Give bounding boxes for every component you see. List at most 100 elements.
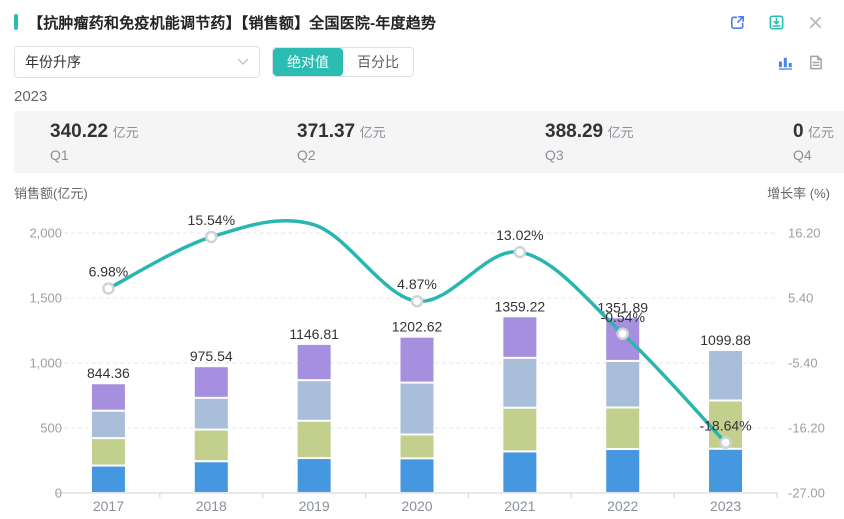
bar-segment-q4[interactable] — [297, 344, 331, 380]
bar-total-label: 844.36 — [87, 365, 130, 381]
bar-segment-q3[interactable] — [400, 383, 434, 434]
bar-chart-view-icon[interactable] — [777, 54, 794, 71]
chevron-down-icon — [237, 58, 249, 66]
growth-rate-label: -0.54% — [601, 309, 645, 325]
x-axis-label: 2017 — [93, 498, 124, 514]
chart-canvas: 0 -27.00 500 -16.20 1,000 -5.40 1,500 5.40 2,000… — [14, 186, 830, 514]
bar-segment-q2[interactable] — [194, 430, 228, 461]
growth-rate-label: -18.64% — [699, 418, 751, 434]
quarter-summary-q1: 340.22 亿元 Q1 — [50, 121, 139, 163]
sort-order-select[interactable]: 年份升序 — [14, 46, 260, 78]
bar-segment-q2[interactable] — [91, 439, 125, 465]
selected-year-label: 2023 — [14, 88, 48, 105]
left-axis-title: 销售额(亿元) — [14, 186, 88, 201]
quarter-summary-q3: 388.29 亿元 Q3 — [545, 121, 634, 163]
controls-row: 年份升序 绝对值 百分比 — [14, 46, 824, 78]
y-axis-tick-label: 2,000 — [29, 226, 62, 241]
quarter-label: Q4 — [793, 147, 812, 163]
quarter-unit: 亿元 — [112, 125, 139, 140]
y2-axis-tick-label: 5.40 — [788, 291, 813, 306]
right-axis-title: 增长率 (%) — [767, 186, 830, 201]
bar-segment-q1[interactable] — [91, 466, 125, 492]
quarter-unit: 亿元 — [607, 125, 634, 140]
quarter-value: 388.29 — [545, 121, 604, 142]
bar-segment-q1[interactable] — [297, 459, 331, 492]
quarterly-summary-strip: 340.22 亿元 Q1 371.37 亿元 Q2 388.29 亿元 Q3 0… — [14, 111, 844, 173]
x-axis-label: 2023 — [710, 498, 741, 514]
y2-axis-tick-label: -16.20 — [788, 421, 825, 436]
bar-segment-q2[interactable] — [606, 408, 640, 449]
growth-marker[interactable] — [616, 327, 629, 340]
panel-header: 【抗肿瘤药和免疫机能调节药】【销售额】全国医院-年度趋势 — [14, 10, 824, 34]
x-axis-label: 2020 — [401, 498, 432, 514]
bar-total-label: 1359.22 — [495, 298, 546, 314]
bar-segment-q4[interactable] — [91, 384, 125, 410]
growth-rate-label: 4.87% — [397, 276, 437, 292]
growth-marker[interactable] — [513, 245, 527, 259]
bar-segment-q2[interactable] — [297, 421, 331, 458]
y-axis-tick-label: 1,000 — [29, 356, 62, 371]
bar-total-label: 1351.89 — [597, 299, 648, 315]
close-icon[interactable] — [807, 14, 824, 31]
growth-rate-label: 15.54% — [188, 212, 235, 228]
bar-total-label: 975.54 — [190, 348, 233, 364]
growth-marker[interactable] — [205, 230, 218, 244]
bar-total-label: 1099.88 — [700, 332, 751, 348]
bar-segment-q1[interactable] — [194, 462, 228, 492]
bar-segment-q3[interactable] — [194, 398, 228, 429]
title-accent-bar — [14, 14, 18, 30]
value-mode-toggle: 绝对值 百分比 — [272, 47, 414, 77]
quarter-label: Q1 — [50, 147, 69, 163]
growth-marker[interactable] — [719, 436, 732, 449]
bar-segment-q3[interactable] — [91, 411, 125, 438]
bar-segment-q4[interactable] — [194, 367, 228, 397]
y-axis-tick-label: 0 — [55, 486, 62, 501]
quarter-value: 371.37 — [297, 121, 356, 142]
trend-chart: 0 -27.00 500 -16.20 1,000 -5.40 1,500 5.40 2,000… — [0, 185, 844, 519]
data-table-view-icon[interactable] — [807, 54, 824, 71]
growth-marker[interactable] — [102, 282, 115, 295]
quarter-unit: 亿元 — [808, 125, 835, 140]
y2-axis-tick-label: -27.00 — [788, 486, 825, 501]
sort-order-value: 年份升序 — [25, 54, 81, 70]
y-axis-tick-label: 1,500 — [29, 291, 62, 306]
bar-total-label: 1202.62 — [392, 319, 443, 335]
bar-total-label: 1146.81 — [289, 326, 339, 342]
x-axis-label: 2021 — [504, 498, 535, 514]
bar-segment-q4[interactable] — [503, 317, 537, 357]
quarter-summary-q4: 0 亿元 Q4 — [793, 121, 834, 163]
bar-segment-q1[interactable] — [709, 449, 743, 492]
quarter-summary-q2: 371.37 亿元 Q2 — [297, 121, 386, 163]
x-axis-label: 2019 — [299, 498, 330, 514]
percentage-tab[interactable]: 百分比 — [343, 48, 413, 76]
bar-segment-q3[interactable] — [709, 351, 743, 400]
quarter-label: Q2 — [297, 147, 316, 163]
quarter-value: 340.22 — [50, 121, 109, 142]
bar-segment-q2[interactable] — [503, 408, 537, 451]
quarter-value: 0 — [793, 121, 804, 142]
open-external-icon[interactable] — [729, 14, 746, 31]
y2-axis-tick-label: -5.40 — [788, 356, 818, 371]
bar-segment-q3[interactable] — [606, 361, 640, 407]
quarter-label: Q3 — [545, 147, 564, 163]
bar-segment-q4[interactable] — [400, 337, 434, 382]
bar-segment-q1[interactable] — [400, 459, 434, 492]
growth-rate-label: 13.02% — [496, 227, 543, 243]
panel-title: 【抗肿瘤药和免疫机能调节药】【销售额】全国医院-年度趋势 — [28, 14, 437, 32]
download-icon[interactable] — [768, 14, 785, 31]
view-switch-icons — [777, 54, 824, 71]
quarter-unit: 亿元 — [359, 125, 386, 140]
bar-segment-q3[interactable] — [297, 381, 331, 420]
header-icons — [729, 14, 824, 31]
bar-segment-q1[interactable] — [503, 452, 537, 492]
bar-segment-q1[interactable] — [606, 450, 640, 492]
x-axis-label: 2018 — [196, 498, 227, 514]
y-axis-tick-label: 500 — [40, 421, 62, 436]
bar-segment-q3[interactable] — [503, 358, 537, 407]
x-axis-label: 2022 — [607, 498, 638, 514]
absolute-value-tab[interactable]: 绝对值 — [273, 48, 343, 76]
bar-segment-q2[interactable] — [400, 435, 434, 458]
growth-rate-label: 6.98% — [89, 263, 129, 279]
growth-marker[interactable] — [410, 294, 424, 308]
